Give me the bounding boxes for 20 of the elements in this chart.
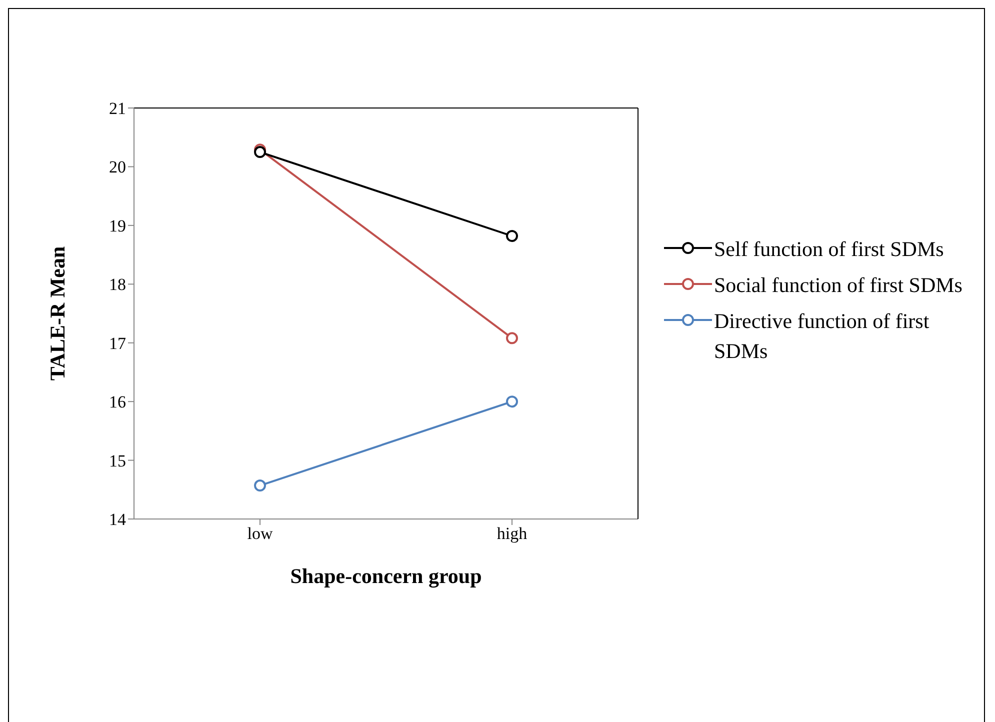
legend-label: Social function of first SDMs: [714, 272, 962, 299]
y-tick-label: 14: [109, 510, 126, 530]
y-tick-label: 15: [109, 451, 126, 470]
y-tick-label: 21: [109, 99, 126, 118]
y-tick-label: 17: [109, 334, 126, 353]
y-tick-label: 16: [109, 392, 126, 412]
y-tick-label: 20: [109, 158, 126, 177]
point: [254, 146, 266, 158]
point: [254, 480, 266, 492]
point: [506, 332, 518, 344]
legend-label: Self function of first SDMs: [714, 236, 944, 263]
legend-label: Directive function of first SDMs: [714, 308, 930, 365]
y-tick-label: 18: [109, 275, 126, 294]
x-axis-title: Shape-concern group: [290, 564, 482, 588]
x-tick-label: high: [496, 524, 528, 544]
point: [506, 230, 518, 242]
y-axis-title: TALE-R Mean: [45, 246, 70, 381]
y-tick-label: 19: [109, 216, 126, 236]
point: [506, 396, 518, 408]
x-tick-label: low: [247, 524, 274, 544]
